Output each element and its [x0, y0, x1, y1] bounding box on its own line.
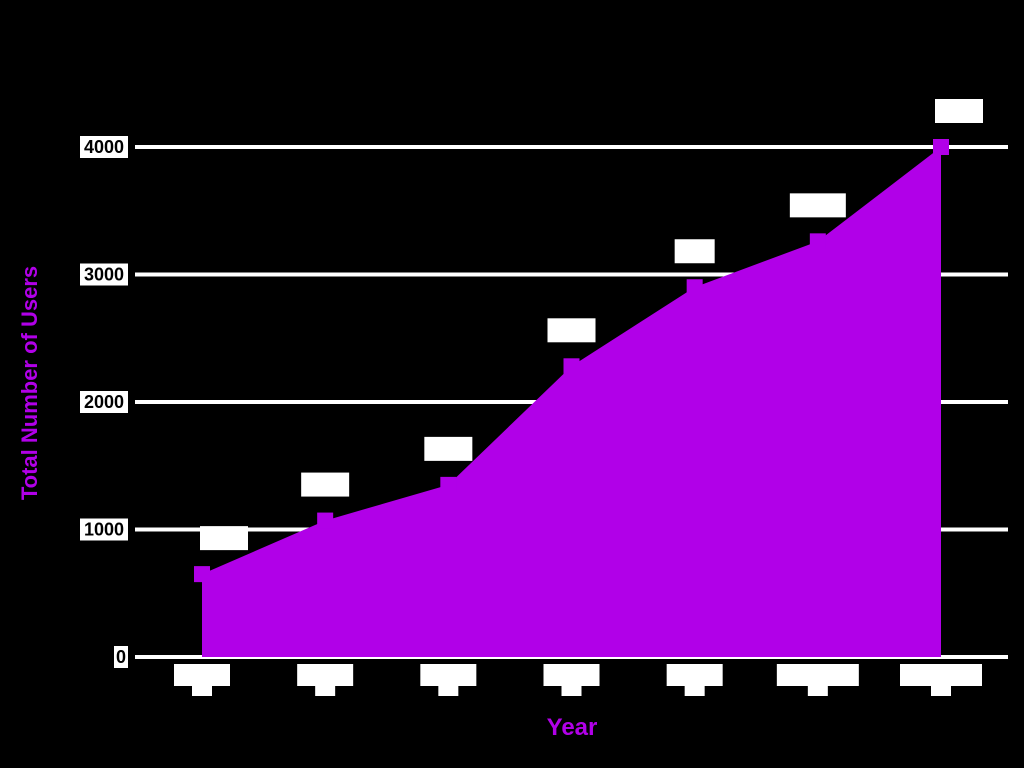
y-tick-label-0: 0 [116, 647, 126, 667]
data-label-3 [547, 318, 596, 343]
data-label-2 [424, 436, 473, 461]
y-axis-ticks: 0 1000 2000 3000 4000 [80, 136, 128, 668]
data-labels [200, 99, 983, 551]
x-tick-4 [666, 664, 723, 696]
y-tick-1: 1000 [80, 518, 128, 541]
y-tick-3: 3000 [80, 263, 128, 286]
data-point-0 [194, 566, 210, 583]
data-point-6 [933, 139, 949, 155]
data-point-4 [686, 279, 703, 296]
x-tick-3 [543, 664, 600, 696]
x-axis-ticks [174, 664, 982, 696]
data-point-2 [440, 476, 457, 493]
x-tick-0 [174, 664, 230, 696]
y-tick-label-1: 1000 [84, 520, 124, 540]
y-tick-label-4: 4000 [84, 137, 124, 157]
y-tick-label-2: 2000 [84, 392, 124, 412]
area-series [194, 139, 949, 657]
data-point-1 [317, 512, 334, 529]
data-label-0 [200, 526, 248, 551]
x-tick-2 [420, 664, 477, 696]
x-tick-6 [900, 664, 982, 696]
x-tick-5 [776, 664, 859, 696]
y-tick-0: 0 [114, 646, 128, 668]
area-fill [202, 147, 941, 657]
y-tick-2: 2000 [80, 391, 128, 413]
y-tick-4: 4000 [80, 136, 128, 158]
data-label-6 [935, 99, 983, 123]
data-point-3 [563, 358, 580, 375]
y-axis-title: Total Number of Users [17, 266, 42, 500]
data-label-4 [674, 239, 715, 264]
data-point-5 [809, 233, 826, 250]
x-axis-title: Year [547, 714, 598, 741]
y-tick-label-3: 3000 [84, 265, 124, 285]
data-label-1 [301, 472, 350, 497]
data-label-5 [789, 193, 846, 218]
x-tick-1 [297, 664, 354, 696]
